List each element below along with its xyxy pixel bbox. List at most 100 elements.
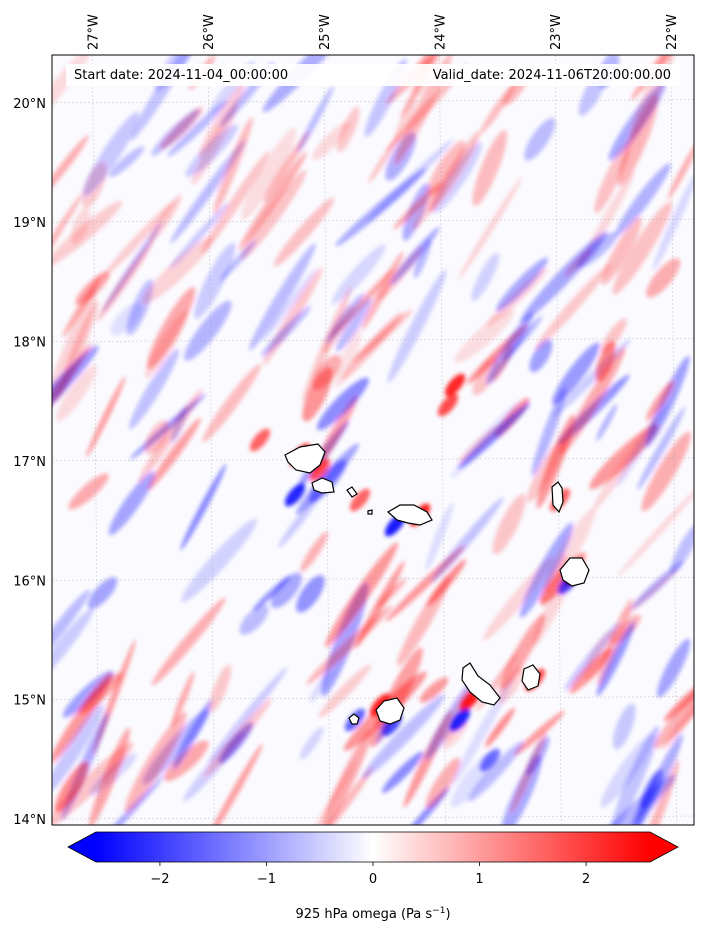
field-hotspot: [249, 428, 271, 452]
field-streak: [52, 589, 91, 667]
field-streak: [534, 263, 611, 350]
field-streak: [652, 173, 694, 271]
field-streak: [184, 300, 232, 361]
field-hotspot: [479, 748, 501, 772]
field-streak: [367, 135, 400, 184]
colorbar-label: 925 hPa omega (Pa s−1): [295, 906, 450, 922]
field-streak: [151, 597, 226, 686]
parallel-line: [52, 338, 694, 342]
field-streak: [472, 357, 499, 396]
field-hotspot: [444, 373, 466, 397]
field-streak: [198, 82, 246, 158]
field-streak: [52, 608, 94, 690]
lon-tick-label: 25°W: [318, 14, 333, 50]
header-background: [66, 64, 680, 86]
field-streak: [352, 309, 413, 363]
field-streak: [591, 416, 657, 514]
field-streak: [458, 425, 500, 463]
field-streak: [337, 106, 360, 153]
field-streak: [451, 676, 514, 787]
field-streak: [641, 431, 691, 512]
field-streak: [376, 578, 407, 608]
colorbar-tick-label: −1: [257, 872, 276, 887]
field-streak: [89, 727, 131, 825]
colorbar-extend-min: [68, 832, 96, 862]
field-streak: [208, 667, 288, 763]
field-streak: [492, 494, 526, 555]
field-streak: [361, 694, 445, 779]
lat-tick-label: 14°N: [13, 813, 46, 828]
latitude-tick-labels: 20°N 19°N 18°N 17°N 16°N 15°N 14°N: [13, 97, 46, 828]
field-streak: [519, 522, 574, 618]
meridian-line: [92, 55, 99, 825]
field-streak: [52, 345, 99, 434]
omega-field: [52, 55, 694, 825]
meridian-line: [207, 55, 215, 825]
field-streak: [163, 740, 209, 782]
field-streak: [361, 251, 404, 331]
field-streak: [427, 140, 466, 196]
lon-tick-label: 23°W: [549, 14, 564, 50]
field-streak: [204, 698, 272, 778]
field-streak: [181, 518, 258, 602]
field-streak: [600, 318, 627, 354]
field-streak: [238, 151, 307, 251]
field-streak: [595, 341, 616, 382]
lon-tick-label: 22°W: [665, 14, 680, 50]
colorbar-outline: [67, 831, 679, 863]
field-streak: [646, 258, 681, 298]
field-streak: [394, 97, 417, 141]
field-streak: [180, 463, 227, 551]
map-panel: [51, 54, 695, 826]
field-streak: [52, 289, 96, 405]
field-streak: [495, 257, 549, 312]
field-streak: [202, 363, 261, 443]
field-streak: [299, 726, 324, 760]
field-streak: [170, 140, 246, 244]
island-coastline: [346, 486, 358, 498]
field-streak: [656, 638, 691, 698]
field-streak: [108, 471, 155, 536]
field-streak: [278, 491, 322, 548]
field-streak: [419, 677, 449, 703]
field-streak: [458, 402, 531, 469]
field-streak: [273, 197, 335, 267]
parallel-line: [52, 577, 694, 581]
island-coastline: [521, 664, 541, 691]
field-streak: [569, 648, 613, 694]
field-streak: [496, 666, 524, 704]
colorbar-tick-label: 0: [369, 872, 377, 887]
field-streak: [306, 605, 393, 685]
field-streak: [52, 134, 90, 197]
start-date-label: Start date: 2024-11-04_00:00:00: [74, 68, 288, 83]
lat-tick-label: 19°N: [13, 216, 46, 231]
field-streak: [597, 598, 633, 686]
field-streak: [141, 236, 214, 304]
field-streak: [124, 711, 187, 813]
field-streak: [529, 339, 553, 373]
colorbar-tick-label: −2: [150, 872, 169, 887]
lon-tick-label: 27°W: [86, 14, 101, 50]
field-streak: [309, 760, 357, 825]
field-streak: [510, 730, 547, 814]
field-streak: [52, 703, 104, 795]
field-streak: [312, 121, 350, 161]
field-streak: [87, 577, 118, 609]
parallel-line: [52, 218, 694, 223]
field-streak: [171, 671, 195, 727]
island-coastline: [348, 713, 360, 725]
field-streak: [397, 575, 451, 667]
field-streak: [387, 269, 447, 384]
field-streak: [479, 81, 517, 134]
field-streak: [631, 560, 684, 610]
field-streak: [663, 676, 694, 722]
map-frame: [51, 54, 695, 826]
field-streak: [617, 483, 694, 577]
field-streak: [428, 131, 481, 213]
lat-tick-label: 18°N: [13, 336, 46, 351]
field-streak: [366, 138, 454, 223]
field-hotspot: [284, 483, 306, 507]
island-coastline: [559, 557, 590, 587]
field-streak: [260, 305, 311, 357]
field-streak: [86, 376, 126, 458]
